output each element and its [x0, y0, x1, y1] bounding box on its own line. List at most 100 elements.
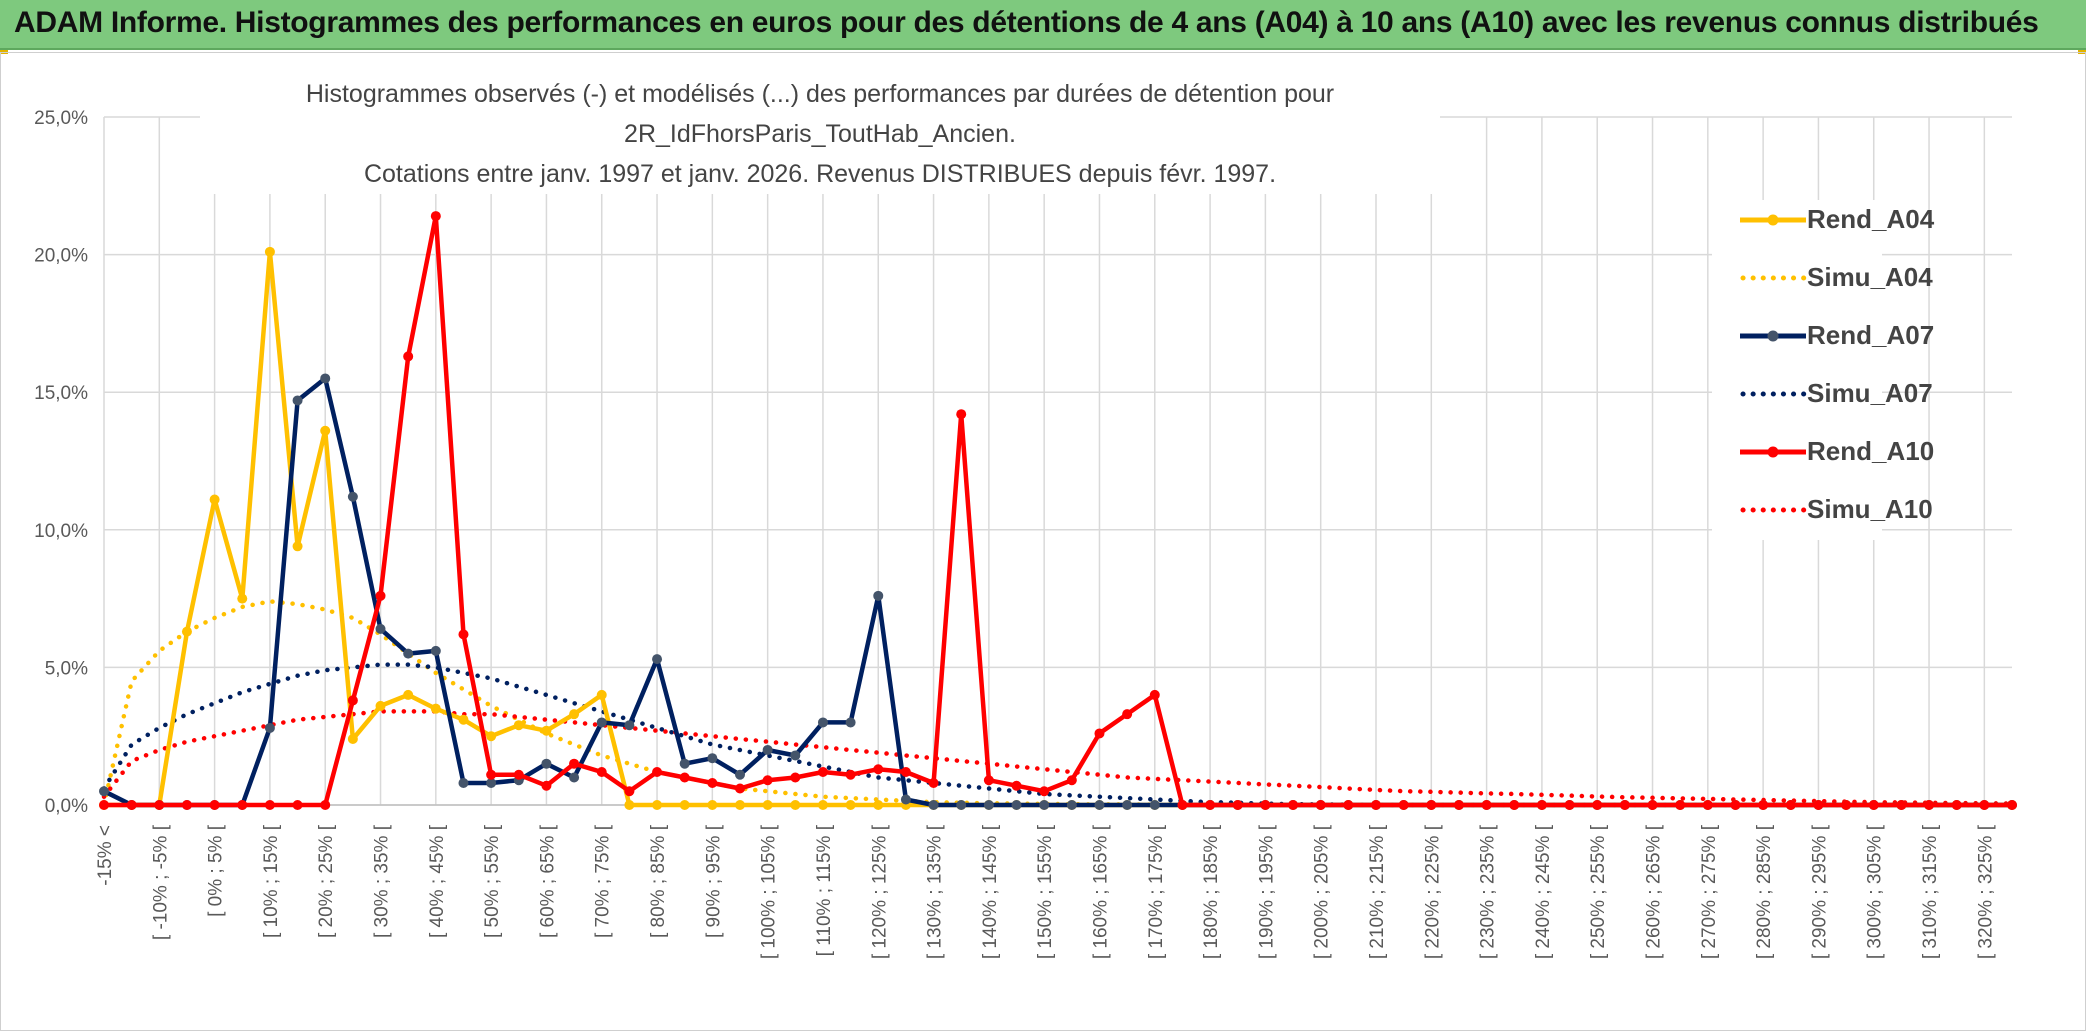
x-tick-label: [ 110% ; 115% [	[814, 824, 835, 956]
x-tick-label: [ 30% ; 35% [	[372, 824, 393, 938]
data-point-Rend_A10	[1536, 800, 1547, 810]
y-tick-label: 20,0%	[34, 246, 88, 267]
data-point-Rend_A07	[375, 623, 386, 634]
data-point-Rend_A04	[790, 800, 801, 810]
x-tick-label: [ 290% ; 295% [	[1809, 824, 1830, 959]
data-point-Rend_A07	[679, 758, 690, 769]
data-point-Rend_A07	[320, 373, 331, 384]
legend-swatch	[1740, 214, 1806, 226]
data-point-Rend_A07	[1094, 800, 1105, 810]
data-point-Rend_A07	[928, 800, 939, 810]
data-point-Rend_A07	[1066, 800, 1077, 810]
data-point-Rend_A10	[1039, 786, 1050, 797]
data-point-Rend_A10	[624, 786, 635, 797]
data-point-Rend_A10	[486, 769, 497, 780]
legend-swatch-marker	[1767, 330, 1779, 342]
data-point-Rend_A10	[569, 758, 580, 769]
data-point-Rend_A10	[1426, 800, 1437, 810]
data-point-Rend_A07	[1149, 800, 1160, 810]
data-point-Rend_A10	[430, 211, 441, 222]
data-point-Rend_A07	[707, 753, 718, 764]
legend-item-Rend_A07: Rend_A07	[1712, 316, 1934, 356]
data-point-Rend_A10	[209, 800, 220, 810]
data-point-Rend_A10	[1841, 800, 1852, 810]
x-tick-label: [ 190% ; 195% [	[1256, 824, 1277, 959]
x-tick-label: [ 310% ; 315% [	[1920, 824, 1941, 959]
data-point-Rend_A10	[1951, 800, 1962, 810]
data-point-Rend_A10	[1896, 800, 1907, 810]
data-point-Rend_A04	[541, 725, 552, 736]
data-point-Rend_A07	[430, 645, 441, 656]
data-point-Rend_A10	[900, 766, 911, 777]
data-point-Rend_A10	[1260, 800, 1271, 810]
data-point-Rend_A07	[486, 777, 497, 788]
data-point-Rend_A07	[403, 648, 414, 659]
data-point-Rend_A04	[458, 714, 469, 725]
x-tick-label: [ 40% ; 45% [	[427, 824, 448, 938]
x-tick-label: [ 130% ; 135% [	[925, 824, 946, 959]
data-point-Rend_A10	[513, 769, 524, 780]
data-point-Rend_A07	[292, 395, 303, 406]
data-point-Rend_A10	[1481, 800, 1492, 810]
data-point-Rend_A07	[652, 654, 663, 665]
data-point-Rend_A10	[181, 800, 192, 810]
data-point-Rend_A07	[99, 786, 109, 797]
chart-subtitle: Cotations entre janv. 1997 et janv. 2026…	[363, 160, 1277, 188]
x-tick-label: [ 150% ; 155% [	[1035, 824, 1056, 959]
data-point-Rend_A07	[983, 800, 994, 810]
report-title: ADAM Informe. Histogrammes des performan…	[14, 6, 2039, 39]
data-point-Rend_A07	[956, 800, 967, 810]
y-tick-label: 5,0%	[45, 658, 88, 679]
data-point-Rend_A07	[596, 717, 607, 728]
data-point-Rend_A07	[817, 717, 828, 728]
data-point-Rend_A10	[237, 800, 248, 810]
data-point-Rend_A10	[375, 590, 386, 601]
data-point-Rend_A04	[569, 709, 580, 720]
x-tick-label: -15% <	[95, 825, 116, 886]
data-point-Rend_A10	[1315, 800, 1326, 810]
data-point-Rend_A10	[1122, 709, 1133, 720]
x-tick-label: [ 200% ; 205% [	[1312, 824, 1333, 959]
data-point-Rend_A04	[845, 800, 856, 810]
data-point-Rend_A10	[1094, 728, 1105, 739]
data-point-Rend_A10	[762, 775, 773, 786]
data-point-Rend_A10	[1813, 800, 1824, 810]
data-point-Rend_A10	[1149, 689, 1160, 700]
legend-item-Simu_A10: Simu_A10	[1712, 490, 1933, 530]
x-tick-label: [ 260% ; 265% [	[1644, 824, 1665, 959]
x-tick-label: [ 90% ; 95% [	[703, 824, 724, 938]
legend-item-Rend_A04: Rend_A04	[1712, 200, 1934, 240]
data-point-Rend_A10	[1564, 800, 1575, 810]
data-point-Rend_A04	[624, 800, 635, 810]
data-point-Rend_A10	[264, 800, 275, 810]
data-point-Rend_A04	[292, 541, 303, 552]
data-point-Rend_A07	[458, 777, 469, 788]
data-point-Rend_A10	[956, 409, 967, 420]
data-point-Rend_A10	[1647, 800, 1658, 810]
data-point-Rend_A10	[541, 780, 552, 791]
data-point-Rend_A10	[1702, 800, 1713, 810]
data-point-Rend_A10	[679, 772, 690, 783]
x-tick-label: [ 70% ; 75% [	[593, 824, 614, 938]
x-tick-label: [ 210% ; 215% [	[1367, 824, 1388, 959]
x-tick-label: [ 160% ; 165% [	[1090, 824, 1111, 959]
data-point-Rend_A10	[292, 800, 303, 810]
data-point-Rend_A10	[1730, 800, 1741, 810]
data-point-Rend_A10	[1343, 800, 1354, 810]
gridlines	[103, 116, 2012, 806]
data-point-Rend_A10	[928, 777, 939, 788]
legend-label: Simu_A07	[1807, 378, 1933, 408]
data-point-Rend_A04	[181, 626, 192, 637]
legend-label: Rend_A10	[1807, 436, 1935, 466]
data-point-Rend_A10	[126, 800, 137, 810]
data-point-Rend_A10	[1979, 800, 1990, 810]
data-point-Rend_A10	[347, 695, 358, 706]
report-banner: ADAM Informe. Histogrammes des performan…	[0, 0, 2086, 50]
data-point-Rend_A10	[1785, 800, 1796, 810]
data-point-Rend_A07	[873, 590, 884, 601]
x-tick-label: [ 180% ; 185% [	[1201, 824, 1222, 959]
x-tick-label: [ 250% ; 255% [	[1588, 824, 1609, 959]
data-point-Rend_A04	[209, 494, 220, 505]
legend-swatch	[1740, 507, 1809, 513]
data-point-Rend_A07	[762, 744, 773, 755]
